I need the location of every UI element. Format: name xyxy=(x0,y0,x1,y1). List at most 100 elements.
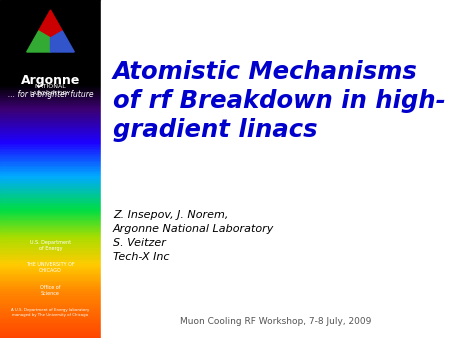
Bar xyxy=(0,15,101,17)
Polygon shape xyxy=(39,10,63,38)
Bar xyxy=(0,134,101,135)
Bar xyxy=(0,314,101,316)
Bar xyxy=(0,237,101,238)
Polygon shape xyxy=(50,31,74,52)
Bar xyxy=(0,333,101,335)
Bar xyxy=(0,19,101,20)
Bar xyxy=(0,57,101,59)
Bar xyxy=(0,274,101,275)
Bar xyxy=(0,112,101,113)
Bar xyxy=(0,279,101,281)
Bar xyxy=(0,54,101,56)
Bar xyxy=(0,25,101,27)
Bar xyxy=(0,311,101,313)
Bar xyxy=(0,179,101,181)
Bar xyxy=(0,282,101,284)
Bar xyxy=(0,117,101,118)
Bar xyxy=(0,27,101,29)
Bar xyxy=(0,29,101,30)
Bar xyxy=(0,243,101,245)
Bar xyxy=(0,203,101,204)
Bar xyxy=(0,171,101,172)
Bar xyxy=(0,235,101,237)
Bar xyxy=(0,193,101,194)
Bar xyxy=(0,22,101,24)
Bar xyxy=(0,132,101,134)
Bar xyxy=(0,78,101,79)
Bar xyxy=(0,108,101,110)
Bar xyxy=(0,101,101,103)
Bar xyxy=(0,3,101,5)
Text: Muon Cooling RF Workshop, 7-8 July, 2009: Muon Cooling RF Workshop, 7-8 July, 2009 xyxy=(180,317,371,326)
Bar xyxy=(0,324,101,326)
Bar xyxy=(0,281,101,282)
Bar xyxy=(0,105,101,106)
Bar xyxy=(0,93,101,95)
Bar xyxy=(101,0,450,338)
Bar xyxy=(0,110,101,112)
Bar xyxy=(0,284,101,286)
Bar xyxy=(0,24,101,25)
Bar xyxy=(0,100,101,101)
Bar xyxy=(0,189,101,191)
Bar xyxy=(0,5,101,7)
Bar xyxy=(0,174,101,176)
Bar xyxy=(0,76,101,78)
Bar xyxy=(0,147,101,149)
Bar xyxy=(0,125,101,127)
Bar xyxy=(0,69,101,71)
Bar xyxy=(0,56,101,57)
Bar xyxy=(0,95,101,96)
Bar xyxy=(0,181,101,183)
Bar xyxy=(0,304,101,306)
Bar xyxy=(0,145,101,147)
Bar xyxy=(0,44,101,46)
Bar xyxy=(0,71,101,73)
Bar xyxy=(0,46,101,47)
Bar xyxy=(0,42,101,44)
Bar xyxy=(0,220,101,221)
Bar xyxy=(0,218,101,220)
Text: U.S. Department
of Energy: U.S. Department of Energy xyxy=(30,240,71,251)
Bar xyxy=(0,264,101,265)
Bar xyxy=(0,291,101,292)
Text: ... for a brighter future: ... for a brighter future xyxy=(8,90,93,99)
Bar xyxy=(0,323,101,324)
Bar xyxy=(0,303,101,304)
Bar xyxy=(0,177,101,179)
Bar xyxy=(0,154,101,155)
Bar xyxy=(0,150,101,152)
Bar xyxy=(0,20,101,22)
Bar xyxy=(0,184,101,186)
Bar xyxy=(0,186,101,188)
Bar xyxy=(0,296,101,297)
Bar xyxy=(0,47,101,49)
Bar xyxy=(0,120,101,122)
Text: Argonne National Laboratory: Argonne National Laboratory xyxy=(113,224,274,234)
Bar xyxy=(0,140,101,142)
Bar xyxy=(0,313,101,314)
Bar xyxy=(0,272,101,274)
Bar xyxy=(0,149,101,150)
Bar xyxy=(0,66,101,68)
Bar xyxy=(0,326,101,328)
Bar xyxy=(0,221,101,223)
Bar xyxy=(0,176,101,177)
Bar xyxy=(0,254,101,255)
Bar xyxy=(0,309,101,311)
Bar xyxy=(0,59,101,61)
Bar xyxy=(0,198,101,199)
Bar xyxy=(0,64,101,66)
Bar xyxy=(0,299,101,301)
Bar xyxy=(0,240,101,242)
Bar xyxy=(0,52,101,54)
Bar xyxy=(0,211,101,213)
Bar xyxy=(0,73,101,74)
Bar xyxy=(0,167,101,169)
Bar xyxy=(0,216,101,218)
Bar xyxy=(0,294,101,296)
Bar xyxy=(0,130,101,132)
Bar xyxy=(0,137,101,139)
Bar xyxy=(0,30,101,32)
Bar xyxy=(0,157,101,159)
